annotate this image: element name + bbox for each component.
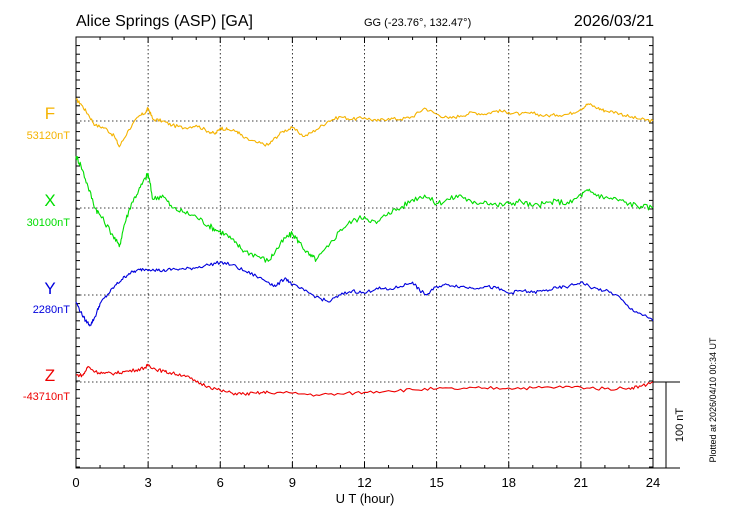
series-line-y — [75, 260, 654, 327]
scale-bar-label: 100 nT — [674, 408, 686, 443]
series-labels: F 53120nT X 30100nT Y 2280nT Z -43710nT — [23, 104, 70, 403]
series-name-x: X — [44, 191, 55, 210]
grid — [76, 37, 653, 468]
series-line-z — [75, 363, 654, 397]
series-baseline-z: -43710nT — [23, 391, 70, 403]
series-name-z: Z — [45, 366, 55, 385]
series-baseline-f: 53120nT — [27, 130, 71, 142]
x-tick-label: 9 — [289, 475, 296, 490]
plotted-timestamp: Plotted at 2026/04/10 00:34 UT — [708, 337, 718, 463]
chart-date: 2026/03/21 — [574, 13, 654, 30]
series-name-y: Y — [44, 279, 55, 298]
series-baseline-x: 30100nT — [27, 217, 71, 229]
x-tick-label: 24 — [646, 475, 660, 490]
x-tick-label: 15 — [429, 475, 443, 490]
x-tick-label: 12 — [357, 475, 371, 490]
scale-bar: 100 nT — [653, 381, 686, 469]
x-tick-label: 6 — [217, 475, 224, 490]
x-tick-label: 3 — [145, 475, 152, 490]
series-name-f: F — [45, 104, 55, 123]
axis-ticks — [75, 36, 654, 468]
x-tick-label: 18 — [502, 475, 516, 490]
chart-title: Alice Springs (ASP) [GA] — [76, 13, 253, 30]
x-axis-label: U T (hour) — [336, 491, 395, 506]
x-tick-label: 0 — [72, 475, 79, 490]
series-line-f — [75, 98, 654, 148]
series-baseline-y: 2280nT — [33, 304, 71, 316]
station-coordinates: GG (-23.76°, 132.47°) — [364, 17, 471, 29]
x-tick-label: 21 — [574, 475, 588, 490]
series-group — [75, 98, 654, 397]
series-line-x — [75, 155, 654, 263]
x-tick-labels: 0 3 6 9 12 15 18 21 24 — [72, 475, 660, 490]
